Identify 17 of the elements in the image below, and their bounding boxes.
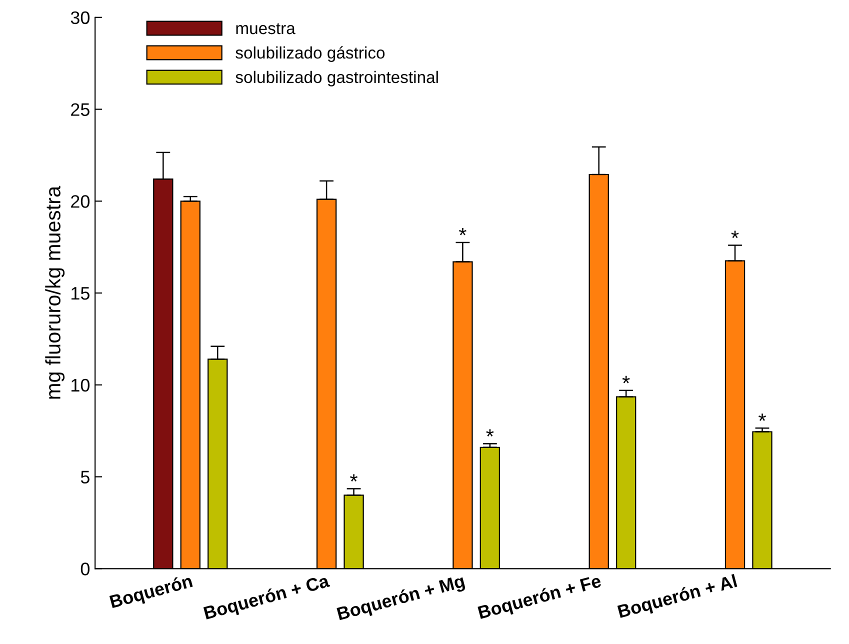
legend-label: solubilizado gástrico xyxy=(236,46,385,62)
data-label: * xyxy=(622,376,630,384)
y-axis-title: mg fluoruro/kg muestra xyxy=(45,186,65,399)
data-label: * xyxy=(350,474,358,482)
y-tick-label: 20 xyxy=(71,195,90,208)
data-label: * xyxy=(458,228,466,236)
legend-label: muestra xyxy=(236,23,296,34)
y-tick-label: 25 xyxy=(71,103,90,116)
y-tick-label: 5 xyxy=(80,470,90,484)
y-tick-label: 30 xyxy=(70,11,90,24)
y-tick-label: 0 xyxy=(80,562,90,576)
legend-label: solubilizado gastrointestinal xyxy=(236,70,438,86)
data-label: * xyxy=(758,414,766,421)
data-label: * xyxy=(731,230,739,238)
y-tick-label: 15 xyxy=(72,287,90,300)
y-tick-label: 10 xyxy=(72,378,90,392)
data-label: * xyxy=(486,429,494,437)
